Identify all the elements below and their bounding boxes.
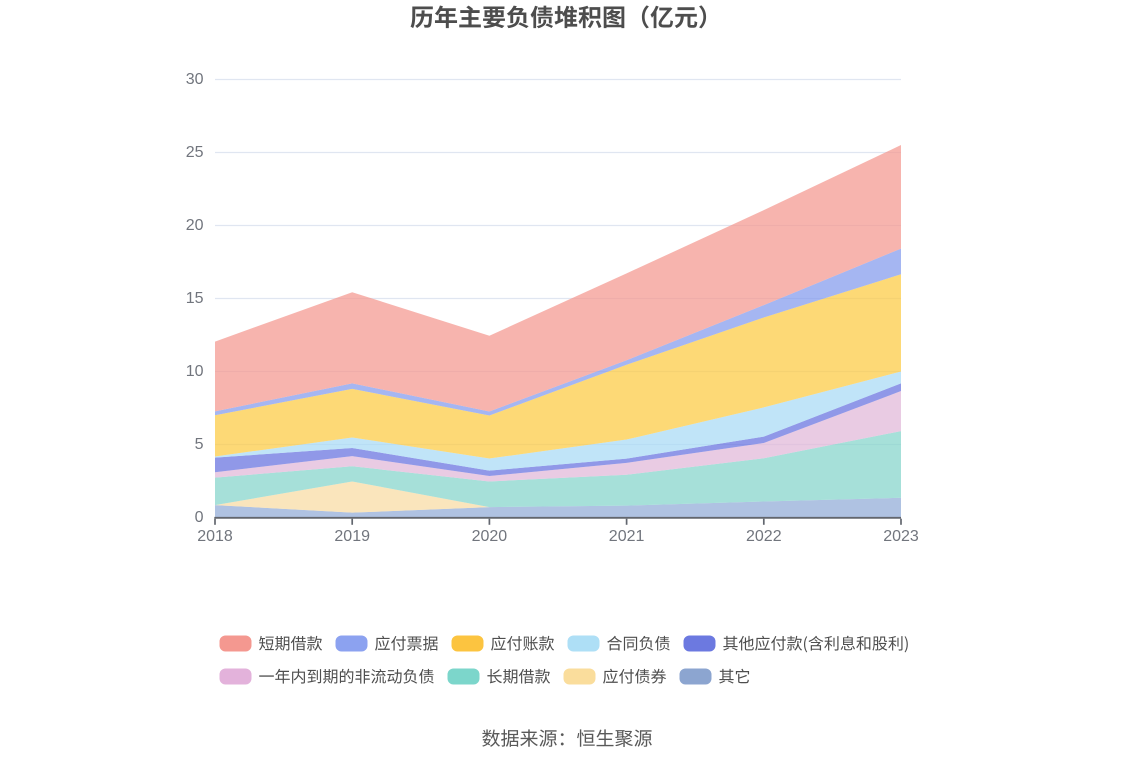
svg-text:2021: 2021 bbox=[609, 528, 645, 545]
svg-text:2019: 2019 bbox=[334, 528, 370, 545]
svg-text:2023: 2023 bbox=[883, 528, 919, 545]
svg-text:2020: 2020 bbox=[472, 528, 508, 545]
svg-text:5: 5 bbox=[195, 436, 204, 453]
svg-text:15: 15 bbox=[186, 290, 204, 307]
svg-text:20: 20 bbox=[186, 217, 204, 234]
svg-text:0: 0 bbox=[195, 509, 204, 526]
svg-text:25: 25 bbox=[186, 144, 204, 161]
svg-text:2022: 2022 bbox=[746, 528, 782, 545]
svg-text:30: 30 bbox=[186, 71, 204, 88]
svg-text:10: 10 bbox=[186, 363, 204, 380]
svg-text:2018: 2018 bbox=[197, 528, 233, 545]
